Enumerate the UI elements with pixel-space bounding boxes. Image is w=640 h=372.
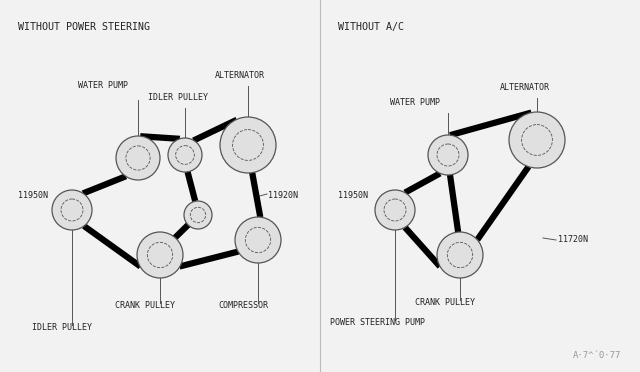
Text: POWER STEERING PUMP: POWER STEERING PUMP (330, 318, 425, 327)
Circle shape (509, 112, 565, 168)
Text: WATER PUMP: WATER PUMP (78, 81, 128, 90)
Text: ALTERNATOR: ALTERNATOR (215, 71, 265, 80)
Text: IDLER PULLEY: IDLER PULLEY (148, 93, 208, 102)
Circle shape (220, 117, 276, 173)
Text: 11950N: 11950N (18, 190, 48, 199)
Circle shape (428, 135, 468, 175)
Text: A·7^´0·77: A·7^´0·77 (573, 351, 621, 360)
Circle shape (168, 138, 202, 172)
Circle shape (184, 201, 212, 229)
Text: 11920N: 11920N (268, 190, 298, 199)
Circle shape (137, 232, 183, 278)
Circle shape (235, 217, 281, 263)
Circle shape (52, 190, 92, 230)
Text: WITHOUT A/C: WITHOUT A/C (338, 22, 404, 32)
Text: WITHOUT POWER STEERING: WITHOUT POWER STEERING (18, 22, 150, 32)
Text: COMPRESSOR: COMPRESSOR (218, 301, 268, 310)
Text: WATER PUMP: WATER PUMP (390, 98, 440, 107)
Circle shape (437, 232, 483, 278)
Text: CRANK PULLEY: CRANK PULLEY (115, 301, 175, 310)
Text: 11950N: 11950N (338, 190, 368, 199)
Text: CRANK PULLEY: CRANK PULLEY (415, 298, 475, 307)
Text: ALTERNATOR: ALTERNATOR (500, 83, 550, 92)
Text: IDLER PULLEY: IDLER PULLEY (32, 323, 92, 332)
Text: 11720N: 11720N (558, 235, 588, 244)
Circle shape (116, 136, 160, 180)
Circle shape (375, 190, 415, 230)
